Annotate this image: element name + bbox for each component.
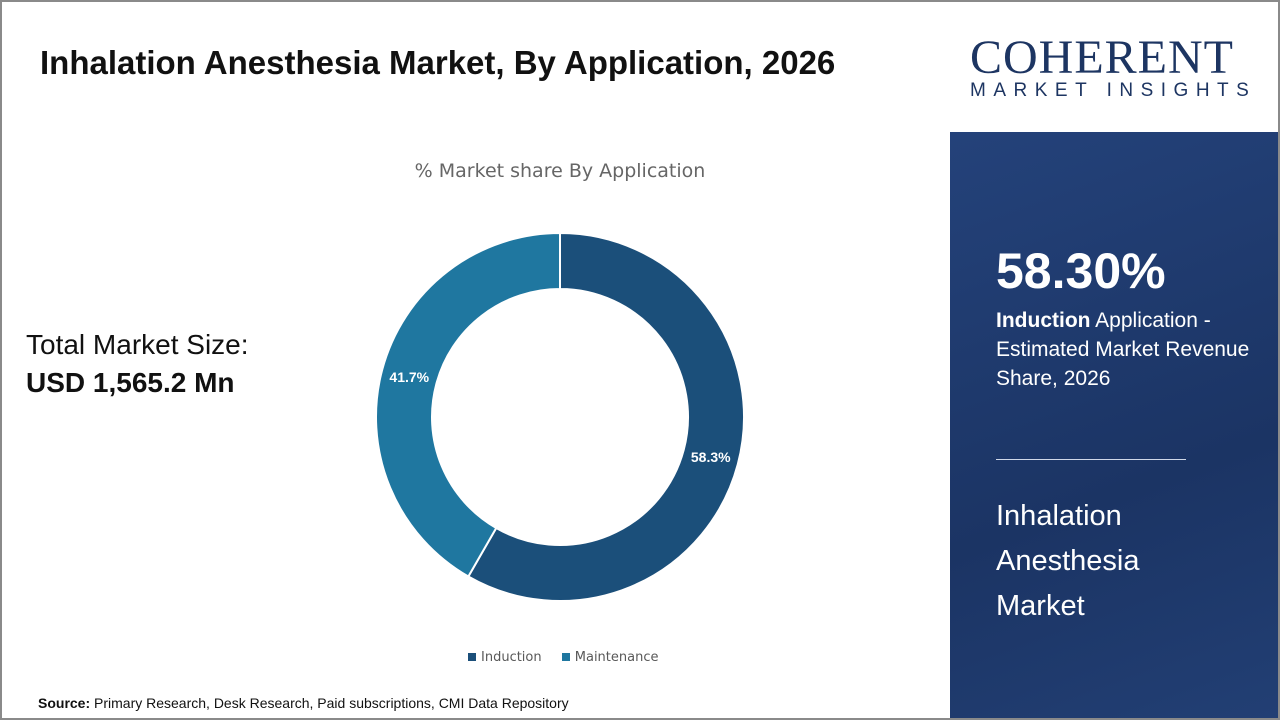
legend-swatch [561,653,570,661]
highlight-percent: 58.30% [996,243,1166,299]
highlight-description: Induction Application - Estimated Market… [996,306,1256,393]
data-label: 58.3% [691,449,731,465]
legend-label: Induction [481,650,542,665]
legend-item-induction: Induction [468,650,542,665]
donut-slice-induction [466,231,745,602]
legend-item-maintenance: Maintenance [561,650,659,665]
source-text: Primary Research, Desk Research, Paid su… [94,695,569,711]
page-title: Inhalation Anesthesia Market, By Applica… [40,44,836,81]
donut-chart: 58.3% 41.7% [375,231,745,602]
data-label: 41.7% [389,369,429,385]
donut-slice-maintenance [375,231,561,578]
highlight-panel: 58.30% Induction Application - Estimated… [950,132,1278,718]
chart-title: % Market share By Application [414,160,706,182]
total-market-size: Total Market Size: USD 1,565.2 Mn [26,326,249,402]
divider [996,459,1186,460]
legend-swatch [468,653,476,661]
source-label: Source: [38,695,91,711]
logo: COHERENT MARKET INSIGHTS [950,2,1278,132]
logo-word: COHERENT [970,31,1234,84]
logo-tagline: MARKET INSIGHTS [970,80,1257,101]
market-name: Inhalation Anesthesia Market [996,500,1140,622]
total-label: Total Market Size: [26,329,249,360]
highlight-segment: Induction [996,309,1091,332]
legend: Induction Maintenance [468,650,675,665]
legend-label: Maintenance [574,650,659,665]
highlight-text: Application - Estimated Market Revenue S… [996,309,1250,390]
total-value: USD 1,565.2 Mn [26,367,235,398]
source-note: Source: Primary Research, Desk Research,… [38,695,569,711]
